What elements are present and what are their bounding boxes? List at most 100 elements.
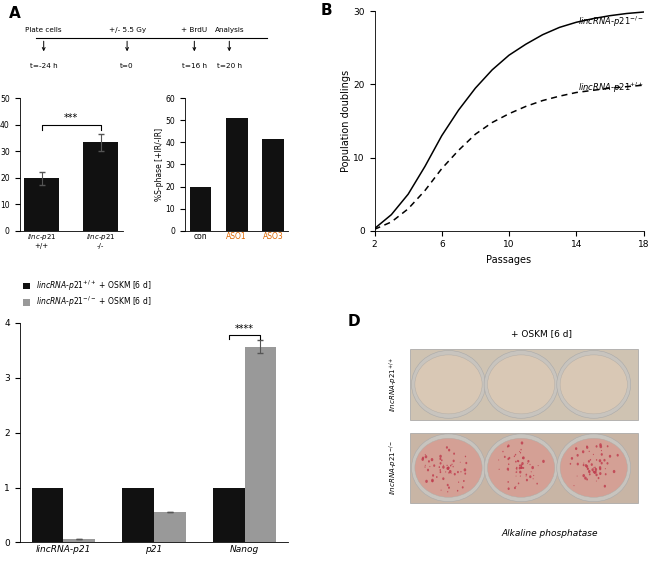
Ellipse shape xyxy=(520,467,521,469)
Ellipse shape xyxy=(515,454,516,455)
Ellipse shape xyxy=(428,460,430,463)
Ellipse shape xyxy=(439,471,441,473)
Ellipse shape xyxy=(587,467,589,470)
Ellipse shape xyxy=(431,479,434,482)
Ellipse shape xyxy=(517,460,519,462)
Ellipse shape xyxy=(582,474,585,477)
Ellipse shape xyxy=(484,434,558,502)
Ellipse shape xyxy=(433,464,436,467)
Ellipse shape xyxy=(609,455,611,458)
Ellipse shape xyxy=(508,445,510,447)
Text: D: D xyxy=(348,314,360,329)
Ellipse shape xyxy=(586,445,588,447)
Ellipse shape xyxy=(508,481,509,483)
Ellipse shape xyxy=(527,460,530,463)
Ellipse shape xyxy=(460,462,461,463)
Ellipse shape xyxy=(586,465,588,468)
Ellipse shape xyxy=(533,475,534,476)
Ellipse shape xyxy=(424,455,427,458)
Ellipse shape xyxy=(599,443,602,446)
Text: + OSKM [6 d]: + OSKM [6 d] xyxy=(511,329,572,338)
Ellipse shape xyxy=(422,457,424,459)
Ellipse shape xyxy=(530,471,532,472)
Ellipse shape xyxy=(454,473,456,476)
Ellipse shape xyxy=(439,455,442,458)
Ellipse shape xyxy=(596,480,597,481)
Bar xyxy=(190,186,211,231)
Ellipse shape xyxy=(606,462,608,464)
Bar xyxy=(32,488,64,542)
Ellipse shape xyxy=(594,467,595,468)
Ellipse shape xyxy=(463,468,466,471)
Bar xyxy=(122,488,154,542)
Ellipse shape xyxy=(604,485,606,488)
Ellipse shape xyxy=(519,451,520,452)
Ellipse shape xyxy=(442,466,445,469)
Ellipse shape xyxy=(557,434,630,502)
Ellipse shape xyxy=(595,445,597,447)
Ellipse shape xyxy=(599,468,601,470)
Ellipse shape xyxy=(531,466,534,469)
Ellipse shape xyxy=(516,471,517,473)
Text: B: B xyxy=(320,2,332,18)
Ellipse shape xyxy=(532,478,534,479)
Ellipse shape xyxy=(571,457,573,460)
Ellipse shape xyxy=(447,491,448,493)
Ellipse shape xyxy=(577,454,578,457)
Ellipse shape xyxy=(488,355,554,414)
Ellipse shape xyxy=(515,467,517,470)
Ellipse shape xyxy=(617,454,619,457)
Ellipse shape xyxy=(457,471,459,473)
Ellipse shape xyxy=(593,471,596,474)
Ellipse shape xyxy=(599,459,601,462)
Ellipse shape xyxy=(507,468,509,471)
Ellipse shape xyxy=(439,458,441,460)
Ellipse shape xyxy=(443,465,444,466)
Ellipse shape xyxy=(604,473,606,475)
Ellipse shape xyxy=(573,485,575,486)
Ellipse shape xyxy=(584,476,587,480)
Ellipse shape xyxy=(601,450,602,451)
Ellipse shape xyxy=(582,464,584,466)
Ellipse shape xyxy=(575,447,577,450)
Text: t=16 h: t=16 h xyxy=(182,63,207,69)
Ellipse shape xyxy=(515,460,517,463)
Ellipse shape xyxy=(508,463,510,465)
Ellipse shape xyxy=(520,452,521,454)
Ellipse shape xyxy=(447,467,449,470)
Bar xyxy=(213,488,244,542)
Ellipse shape xyxy=(415,355,482,414)
Ellipse shape xyxy=(523,457,525,459)
Ellipse shape xyxy=(523,467,524,469)
Ellipse shape xyxy=(569,463,571,465)
Ellipse shape xyxy=(411,434,486,502)
Text: $lincRNA$-$p21^{+/+}$: $lincRNA$-$p21^{+/+}$ xyxy=(387,357,400,412)
Ellipse shape xyxy=(463,480,465,482)
Text: Analysis: Analysis xyxy=(214,27,244,33)
Ellipse shape xyxy=(508,457,510,459)
Ellipse shape xyxy=(591,463,593,466)
Ellipse shape xyxy=(507,446,508,447)
Ellipse shape xyxy=(508,488,510,490)
Ellipse shape xyxy=(520,466,523,468)
Ellipse shape xyxy=(536,483,538,485)
Ellipse shape xyxy=(425,480,428,483)
Ellipse shape xyxy=(499,469,500,470)
Ellipse shape xyxy=(599,472,601,475)
Ellipse shape xyxy=(603,459,606,462)
Ellipse shape xyxy=(451,464,452,465)
Ellipse shape xyxy=(431,458,434,461)
Ellipse shape xyxy=(427,468,429,471)
Ellipse shape xyxy=(411,350,486,418)
Ellipse shape xyxy=(450,464,452,467)
Bar xyxy=(410,349,638,419)
Ellipse shape xyxy=(521,462,524,465)
Ellipse shape xyxy=(557,350,630,418)
Ellipse shape xyxy=(448,486,450,489)
Bar xyxy=(226,118,248,231)
Ellipse shape xyxy=(519,464,521,467)
Ellipse shape xyxy=(515,472,517,473)
Ellipse shape xyxy=(595,468,597,471)
Ellipse shape xyxy=(421,458,424,461)
Ellipse shape xyxy=(589,473,591,475)
